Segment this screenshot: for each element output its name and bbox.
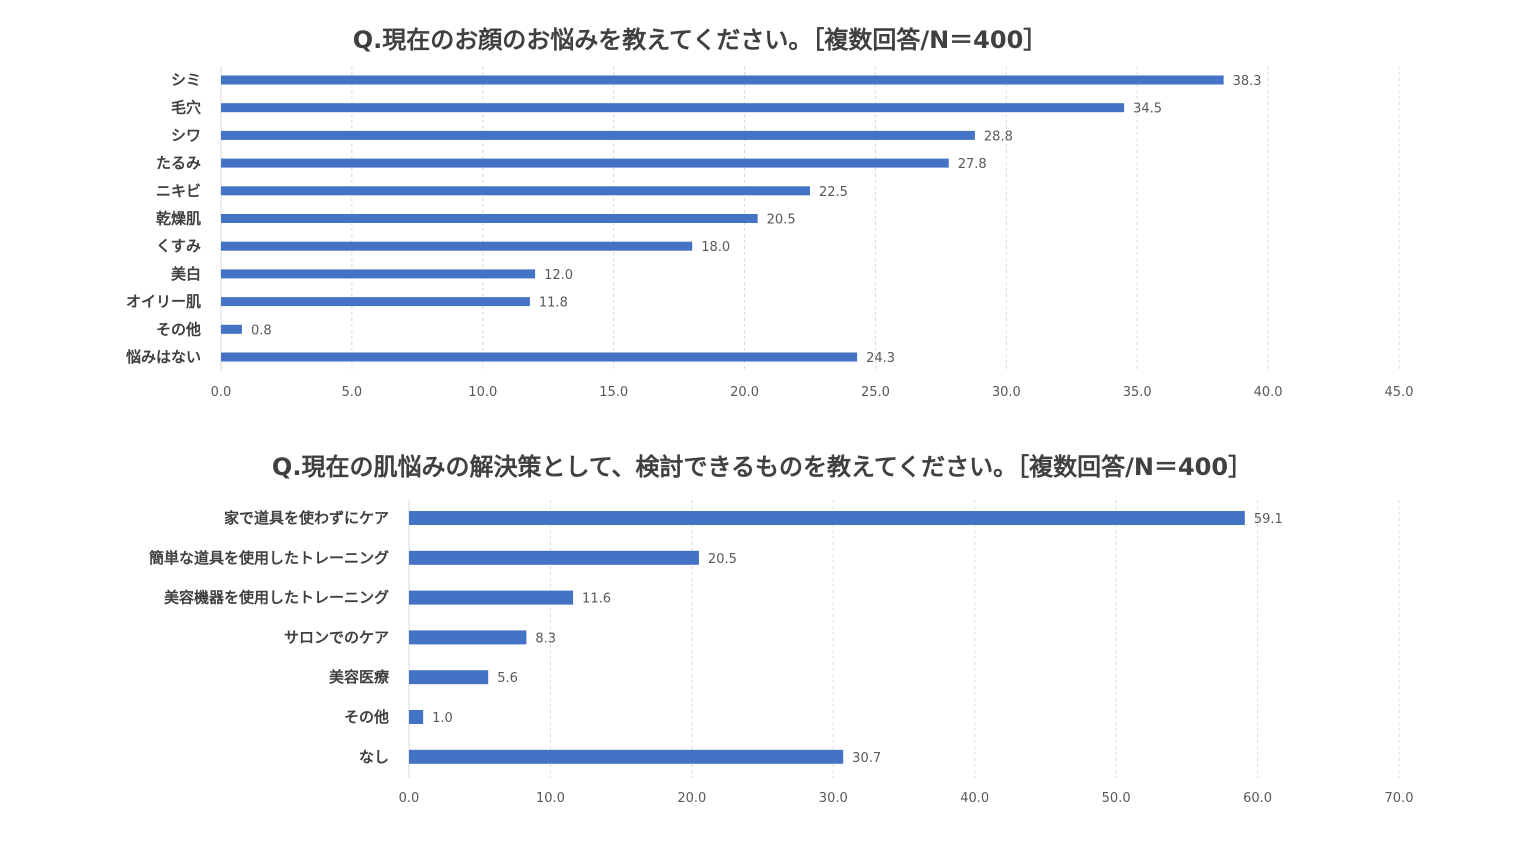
category-label: 乾燥肌 <box>156 210 201 228</box>
data-label: 1.0 <box>432 711 453 726</box>
data-label: 24.3 <box>866 351 895 366</box>
category-label: 家で道具を使わずにケア <box>224 509 389 527</box>
data-label: 30.7 <box>852 751 881 766</box>
x-tick-label: 40.0 <box>960 791 989 806</box>
x-tick-label: 20.0 <box>730 385 759 400</box>
category-label: 美容医療 <box>329 668 390 686</box>
bar <box>221 297 530 307</box>
category-label: シミ <box>171 71 201 89</box>
category-label: その他 <box>344 708 389 726</box>
data-label: 0.8 <box>251 323 272 338</box>
category-label: なし <box>359 748 389 766</box>
x-tick-label: 30.0 <box>992 385 1021 400</box>
bar <box>221 130 975 140</box>
data-label: 12.0 <box>544 268 573 283</box>
bar <box>221 186 810 196</box>
x-tick-label: 0.0 <box>399 791 420 806</box>
category-label: 簡単な道具を使用したトレーニング <box>149 549 389 567</box>
chart2-title: Q.現在の肌悩みの解決策として、検討できるものを教えてください。［複数回答/N＝… <box>272 453 1252 481</box>
bar <box>409 630 527 645</box>
data-label: 27.8 <box>958 157 987 172</box>
category-label: 悩みはない <box>125 348 201 366</box>
x-tick-label: 30.0 <box>819 791 848 806</box>
data-label: 59.1 <box>1254 512 1283 527</box>
category-label: たるみ <box>156 154 201 172</box>
data-label: 11.6 <box>582 592 611 607</box>
x-tick-label: 35.0 <box>1123 385 1152 400</box>
x-tick-label: 70.0 <box>1385 791 1414 806</box>
category-label: 美白 <box>171 265 201 283</box>
x-tick-label: 15.0 <box>599 385 628 400</box>
data-label: 20.5 <box>767 213 796 228</box>
data-label: 11.8 <box>539 296 568 311</box>
x-tick-label: 50.0 <box>1102 791 1131 806</box>
x-tick-label: 25.0 <box>861 385 890 400</box>
data-label: 8.3 <box>535 631 556 646</box>
category-label: 毛穴 <box>171 99 201 117</box>
category-label: その他 <box>156 320 201 338</box>
bar <box>409 550 699 565</box>
data-label: 20.5 <box>708 552 737 567</box>
category-label: サロンでのケア <box>284 628 389 646</box>
data-label: 34.5 <box>1133 102 1162 117</box>
bar <box>409 670 489 685</box>
chart2-plot: 0.0 10.0 20.0 30.0 40.0 50.0 60.0 70.0 家で道具を使わずに… <box>149 500 1413 806</box>
bar <box>409 511 1245 525</box>
data-label: 28.8 <box>984 129 1013 144</box>
data-label: 38.3 <box>1233 74 1262 89</box>
x-tick-label: 45.0 <box>1385 385 1414 400</box>
x-tick-label: 10.0 <box>536 791 565 806</box>
x-tick-label: 0.0 <box>211 385 232 400</box>
data-label: 5.6 <box>497 671 518 686</box>
bar <box>221 241 693 251</box>
x-tick-label: 40.0 <box>1254 385 1283 400</box>
category-label: シワ <box>171 126 201 144</box>
category-label: 美容機器を使用したトレーニング <box>164 589 389 607</box>
x-tick-label: 20.0 <box>677 791 706 806</box>
category-label: ニキビ <box>156 182 201 200</box>
bar <box>221 324 242 334</box>
x-tick-label: 10.0 <box>468 385 497 400</box>
bar <box>221 352 858 362</box>
bar <box>221 214 758 223</box>
x-tick-label: 5.0 <box>342 385 363 400</box>
data-label: 18.0 <box>701 240 730 255</box>
chart1-title: Q.現在のお顔のお悩みを教えてください。［複数回答/N＝400］ <box>353 26 1048 54</box>
bar <box>221 158 949 168</box>
bar <box>221 103 1125 113</box>
bar <box>409 710 424 724</box>
bar <box>221 75 1224 85</box>
category-label: くすみ <box>156 237 201 255</box>
category-label: オイリー肌 <box>126 293 201 311</box>
x-tick-label: 60.0 <box>1243 791 1272 806</box>
bar <box>409 749 844 764</box>
bar <box>409 590 574 605</box>
chart1-plot: 0.0 5.0 10.0 15.0 20.0 25.0 30.0 35.0 40.0 45.0 シミ… <box>125 66 1413 400</box>
bar <box>221 269 536 279</box>
data-label: 22.5 <box>819 185 848 200</box>
